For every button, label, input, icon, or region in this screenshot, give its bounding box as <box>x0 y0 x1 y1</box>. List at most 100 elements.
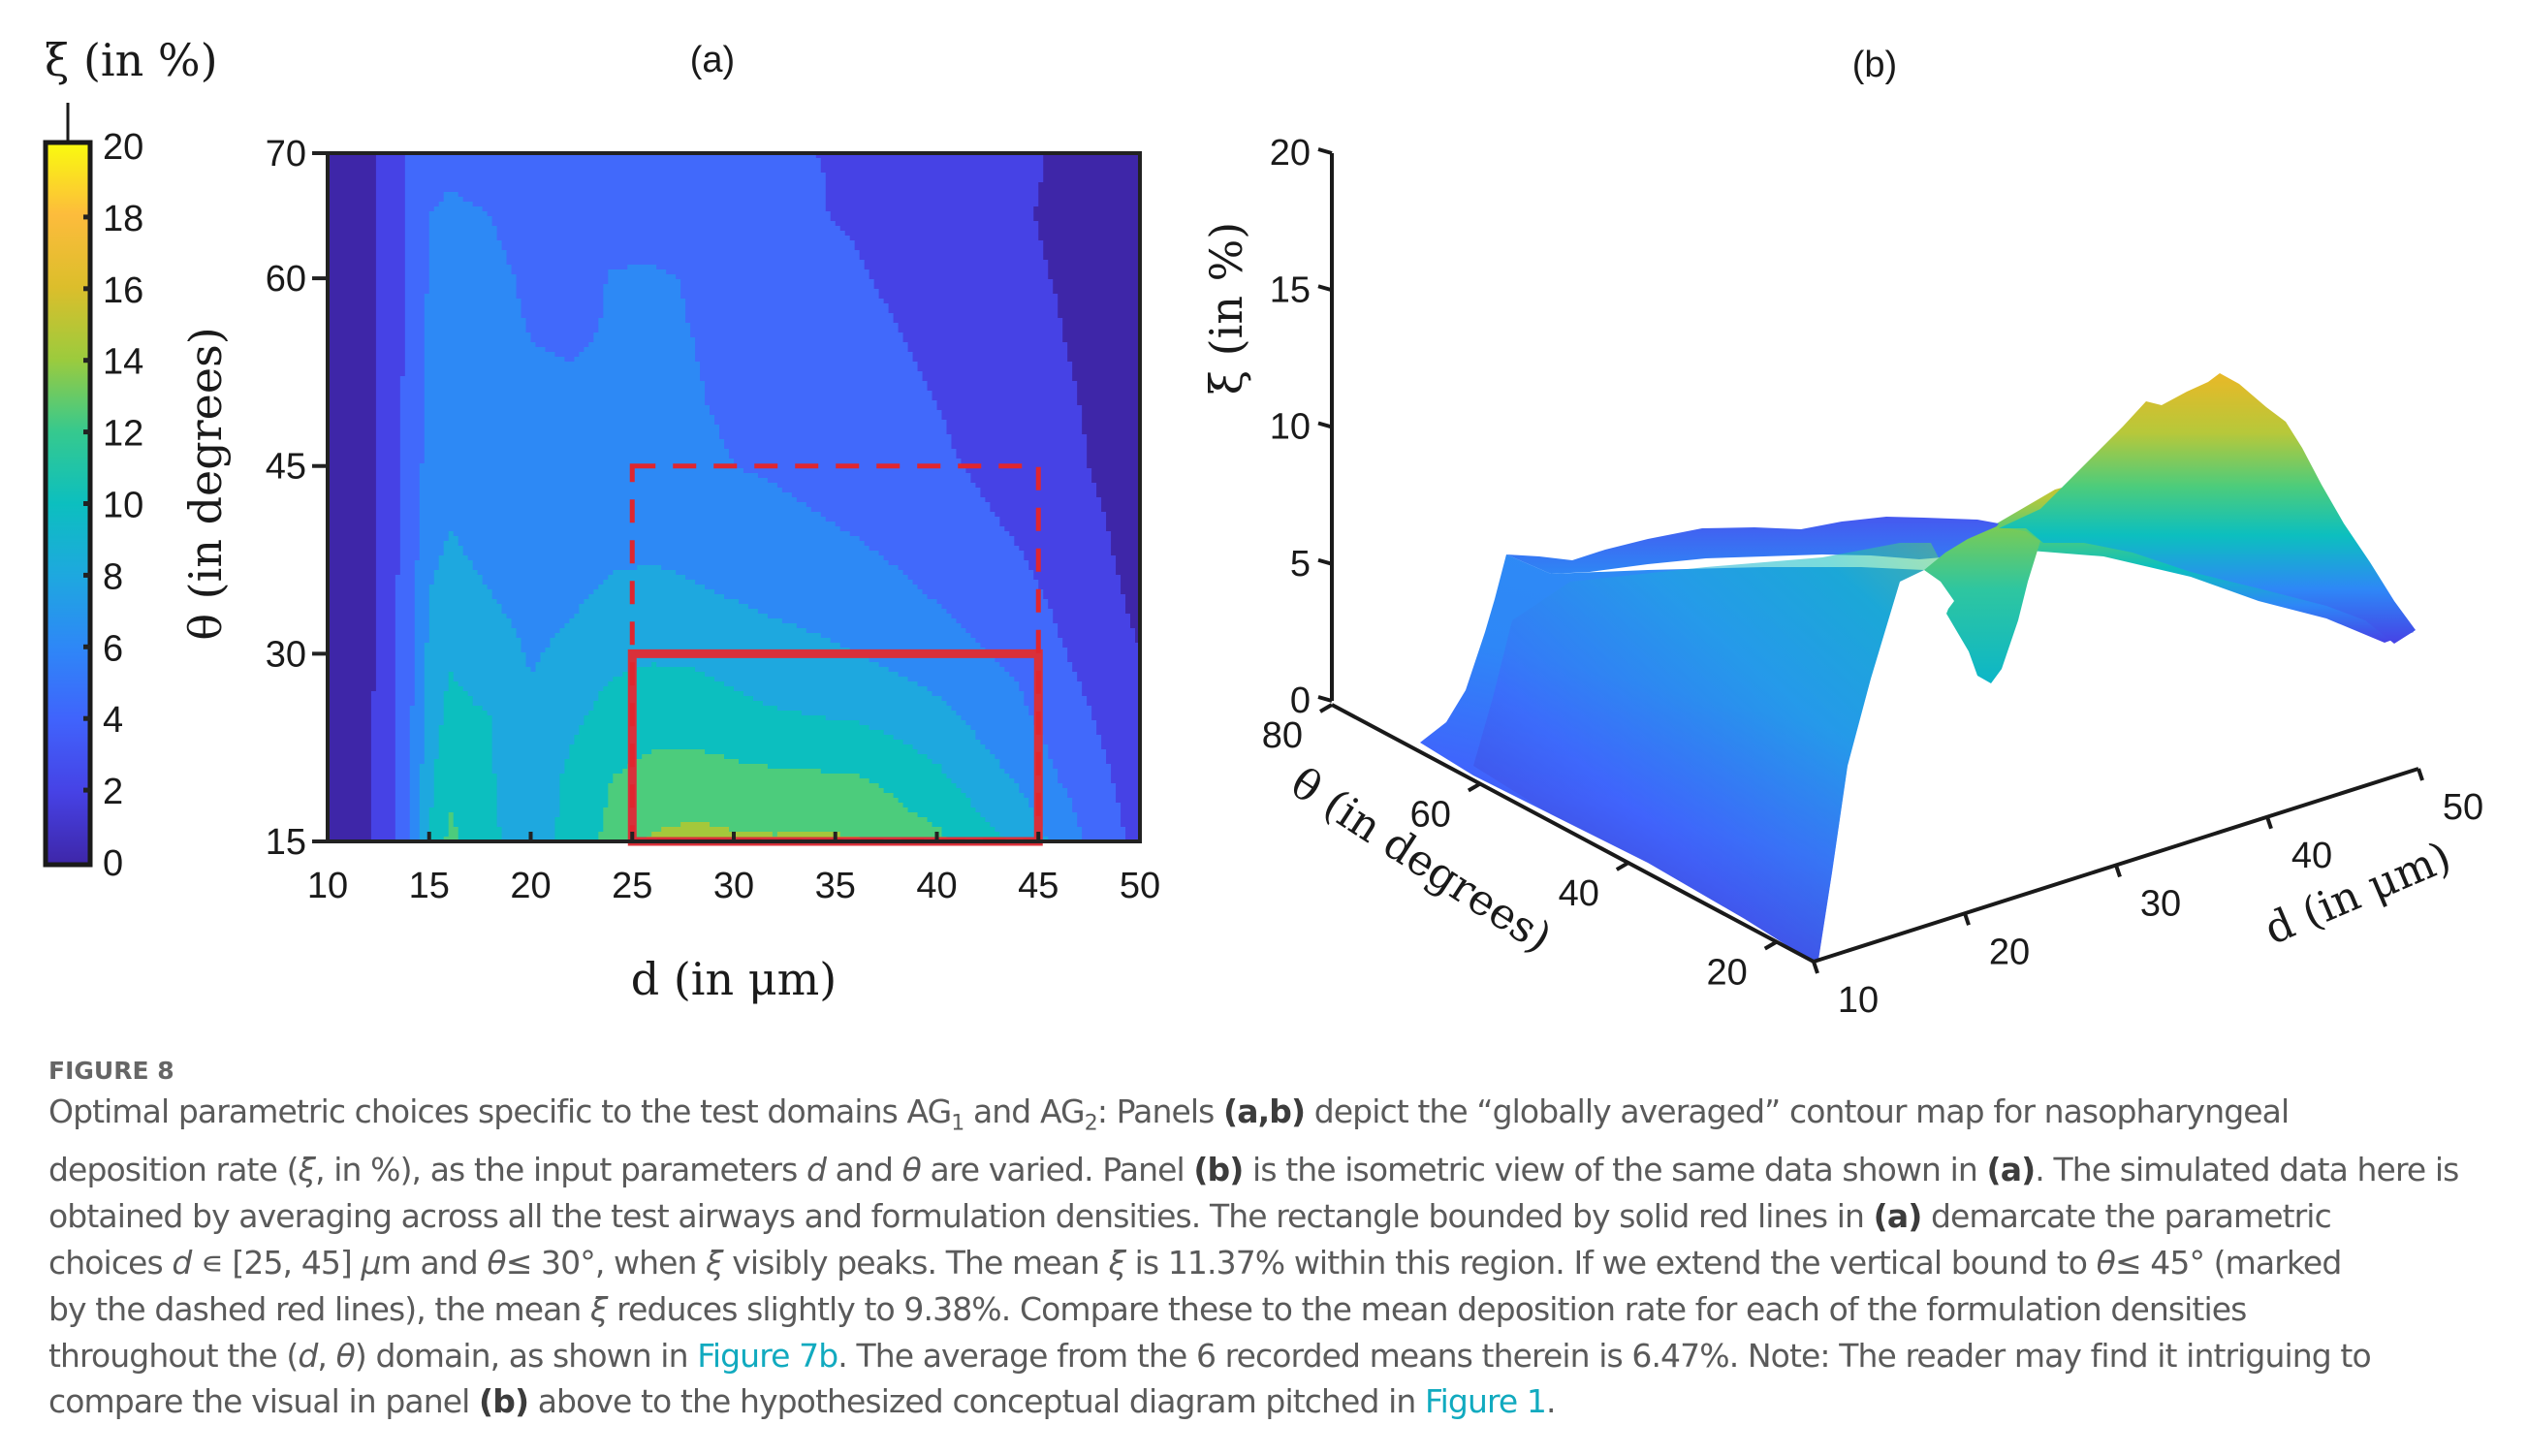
contour-cell <box>328 759 372 765</box>
contour-cell <box>1043 827 1083 833</box>
contour-cell <box>705 381 929 387</box>
contour-cell <box>375 192 406 198</box>
contour-cell <box>1072 371 1140 377</box>
contour-cell <box>1062 332 1140 338</box>
contour-cell <box>424 429 720 435</box>
contour-cell <box>424 459 735 464</box>
contour-cell <box>424 328 527 333</box>
contour-cell <box>448 686 464 692</box>
contour-cell <box>399 497 421 503</box>
contour-cell <box>328 803 372 808</box>
contour-cell <box>1082 832 1126 838</box>
contour-cell <box>328 570 377 576</box>
contour-cell <box>328 812 372 818</box>
contour-cell <box>414 652 426 658</box>
contour-cell <box>656 662 880 668</box>
contour-cell <box>375 434 401 440</box>
contour-cell <box>830 216 1034 222</box>
contour-cell <box>1062 337 1140 343</box>
contour-cell <box>443 706 484 712</box>
contour-cell <box>608 793 895 799</box>
panel-b-label: (b) <box>1852 45 1897 85</box>
caption-segment: (b) <box>479 1382 529 1421</box>
contour-cell <box>825 202 1039 207</box>
contour-cell <box>399 463 421 469</box>
contour-cell <box>521 648 547 653</box>
contour-cell <box>1111 551 1140 556</box>
contour-cell <box>815 153 1044 159</box>
contour-cell <box>328 342 377 348</box>
figure-link[interactable]: Figure 1 <box>1424 1382 1547 1421</box>
contour-cell <box>443 197 464 203</box>
caption-segment: visibly peaks. The mean <box>722 1243 1109 1282</box>
contour-cell <box>917 585 1039 590</box>
contour-cell <box>395 638 416 644</box>
contour-cell <box>395 725 411 731</box>
contour-cell <box>927 381 1078 387</box>
contour-cell <box>1058 778 1112 784</box>
contour-cell <box>1038 197 1140 203</box>
contour-cell <box>932 691 1025 697</box>
contour-cell <box>980 812 1034 818</box>
contour-cell <box>375 250 406 256</box>
x-tick-label: 10 <box>307 866 348 906</box>
contour-cell <box>564 357 575 363</box>
contour-cell <box>1125 837 1140 841</box>
contour-cell <box>844 231 1039 237</box>
contour-cell <box>424 701 445 707</box>
contour-cell <box>956 454 1088 459</box>
contour-cell <box>453 817 498 823</box>
contour-cell <box>328 633 377 639</box>
contour-cell <box>970 798 1029 804</box>
contour-cell <box>419 822 430 828</box>
z-tick-label: 0 <box>1290 681 1311 721</box>
contour-cell <box>328 589 377 595</box>
contour-cell <box>1043 168 1140 174</box>
contour-cell <box>1033 715 1092 721</box>
contour-cell <box>820 633 972 639</box>
contour-cell <box>370 817 396 823</box>
contour-cell <box>328 832 372 838</box>
contour-cell <box>700 371 924 377</box>
contour-cell <box>419 488 783 493</box>
contour-cell <box>743 468 967 474</box>
contour-cell <box>424 449 730 455</box>
contour-cell <box>375 279 406 285</box>
contour-cell <box>613 570 677 576</box>
contour-cell <box>328 507 377 513</box>
contour-cell <box>859 250 1044 256</box>
contour-cell <box>936 405 1083 411</box>
contour-cell <box>375 245 406 251</box>
contour-cell <box>893 735 977 741</box>
colorbar-tick-label: 6 <box>103 628 123 669</box>
contour-cell <box>1004 769 1059 775</box>
contour-cell <box>1067 648 1140 653</box>
contour-cell <box>932 759 1000 765</box>
contour-cell <box>414 662 426 668</box>
contour-cell <box>1101 507 1140 513</box>
contour-cell <box>491 589 594 595</box>
contour-cell <box>375 449 401 455</box>
contour-cell <box>448 832 459 838</box>
contour-cell <box>395 803 411 808</box>
contour-cell <box>399 473 421 479</box>
contour-cell <box>328 769 372 775</box>
contour-cell <box>328 260 377 266</box>
contour-cell <box>907 807 976 813</box>
contour-cell <box>554 837 599 841</box>
contour-cell <box>1062 783 1117 789</box>
contour-cell <box>395 580 416 586</box>
contour-cell <box>419 468 744 474</box>
contour-cell <box>743 691 933 697</box>
contour-cell <box>1048 744 1102 750</box>
contour-cell <box>328 711 372 716</box>
contour-cell <box>424 303 522 309</box>
contour-cell <box>1053 609 1126 615</box>
contour-cell <box>1019 788 1068 794</box>
contour-cell <box>328 604 377 610</box>
caption-segment: θ <box>487 1243 506 1282</box>
figure-link[interactable]: Figure 7b <box>697 1336 838 1375</box>
contour-cell <box>399 468 421 474</box>
contour-cell <box>328 371 377 377</box>
contour-cell <box>414 643 426 649</box>
